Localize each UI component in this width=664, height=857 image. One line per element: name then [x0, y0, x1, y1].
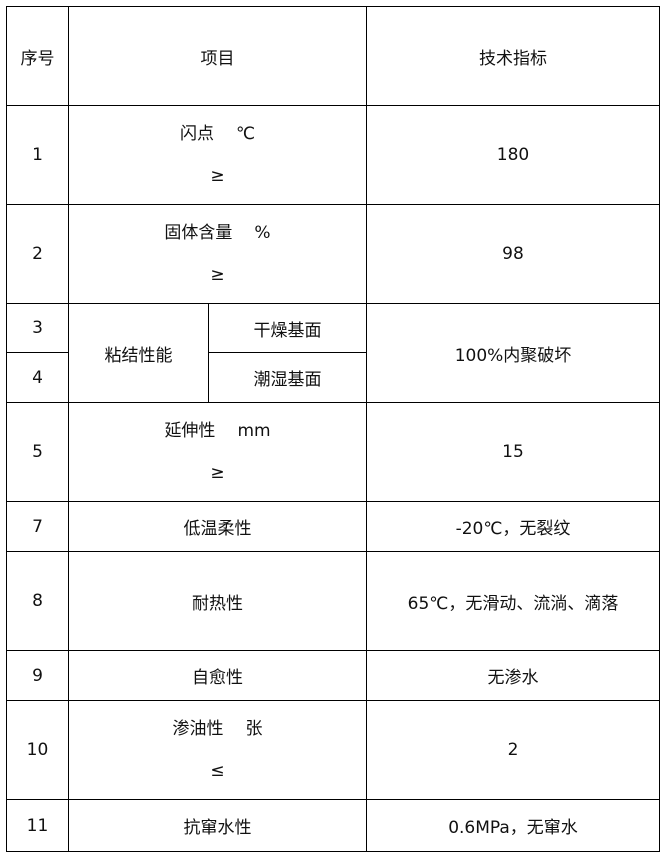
row-item: 耐热性 — [68, 551, 367, 651]
table-row: 7 低温柔性 -20℃，无裂纹 — [6, 501, 660, 552]
row-item: 固体含量% ≥ — [68, 204, 367, 304]
table-row: 9 自愈性 无渗水 — [6, 650, 660, 701]
item-comparator: ≥ — [210, 463, 225, 483]
row-item: 延伸性 mm ≥ — [68, 402, 367, 502]
header-item: 项目 — [68, 6, 367, 106]
row-item: 抗窜水性 — [68, 799, 367, 852]
item-name: 闪点 — [179, 124, 214, 144]
row-no: 1 — [6, 105, 69, 205]
row-no: 9 — [6, 650, 69, 701]
row-no: 8 — [6, 551, 69, 651]
header-no: 序号 — [6, 6, 69, 106]
row-no: 7 — [6, 501, 69, 552]
table-row: 5 延伸性 mm ≥ 15 — [6, 402, 660, 502]
item-unit: ℃ — [235, 124, 256, 144]
row-no: 10 — [6, 700, 69, 800]
table-row: 2 固体含量% ≥ 98 — [6, 204, 660, 304]
row-value: 65℃，无滑动、流淌、滴落 — [366, 551, 660, 651]
row-no: 2 — [6, 204, 69, 304]
row-item: 闪点 ℃ ≥ — [68, 105, 367, 205]
specification-table: 序号 项目 技术指标 1 闪点 ℃ ≥ 180 2 固体含量% ≥ 98 3 粘结性能… — [6, 6, 660, 852]
item-unit: 张 — [245, 719, 263, 739]
row-value: 0.6MPa，无窜水 — [366, 799, 660, 852]
row-no: 3 — [6, 303, 69, 353]
table-row: 10 渗油性 张 ≤ 2 — [6, 700, 660, 800]
row-group: 粘结性能 — [68, 303, 209, 403]
item-unit: mm — [237, 421, 271, 441]
table-row: 11 抗窜水性 0.6MPa，无窜水 — [6, 799, 660, 852]
row-value: 15 — [366, 402, 660, 502]
row-value: 2 — [366, 700, 660, 800]
row-value: -20℃，无裂纹 — [366, 501, 660, 552]
row-item: 自愈性 — [68, 650, 367, 701]
item-comparator: ≥ — [210, 166, 225, 186]
row-item: 低温柔性 — [68, 501, 367, 552]
row-subitem: 干燥基面 — [208, 303, 367, 353]
table-row: 3 粘结性能 干燥基面 100%内聚破坏 — [6, 303, 660, 403]
row-subitem: 潮湿基面 — [208, 352, 367, 403]
header-value: 技术指标 — [366, 6, 660, 106]
row-value: 98 — [366, 204, 660, 304]
table-row: 8 耐热性 65℃，无滑动、流淌、滴落 — [6, 551, 660, 651]
row-no: 5 — [6, 402, 69, 502]
header-row: 序号 项目 技术指标 — [6, 6, 660, 106]
row-value: 无渗水 — [366, 650, 660, 701]
item-name: 渗油性 — [172, 719, 224, 739]
row-value: 100%内聚破坏 — [366, 303, 660, 403]
row-no: 11 — [6, 799, 69, 852]
item-name: 延伸性 — [164, 421, 216, 441]
item-comparator: ≤ — [210, 761, 225, 781]
row-item: 渗油性 张 ≤ — [68, 700, 367, 800]
item-name: 固体含量 — [164, 223, 233, 243]
item-comparator: ≥ — [210, 265, 225, 285]
table-row: 1 闪点 ℃ ≥ 180 — [6, 105, 660, 205]
row-no: 4 — [6, 352, 69, 403]
item-unit: % — [254, 223, 271, 243]
row-value: 180 — [366, 105, 660, 205]
